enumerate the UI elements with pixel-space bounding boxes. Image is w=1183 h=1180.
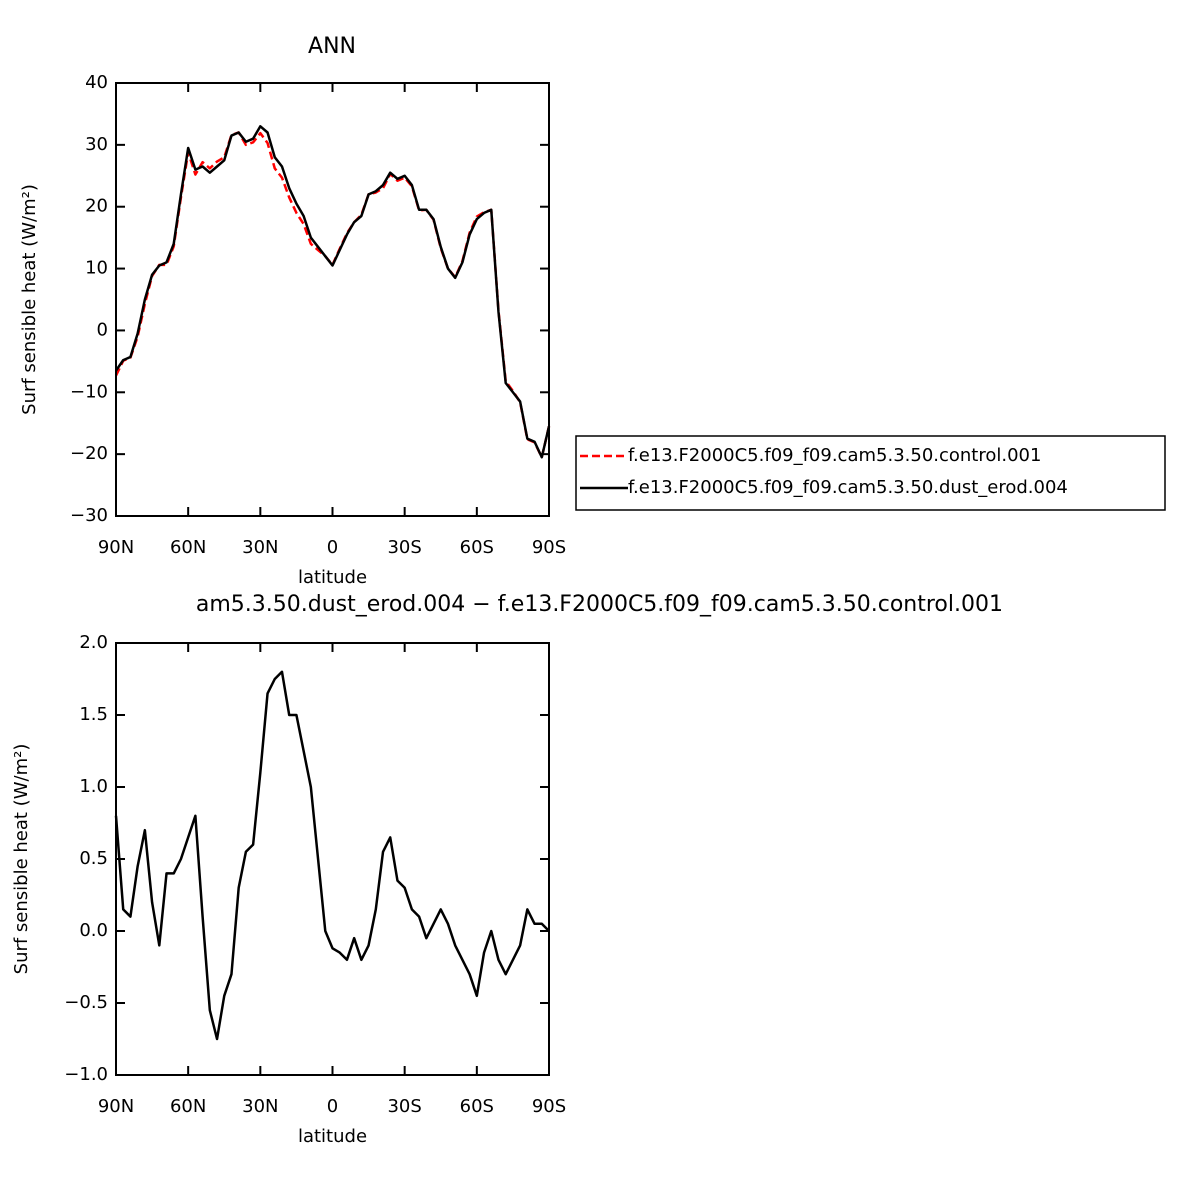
chart-title: ANN xyxy=(308,34,356,59)
y-tick-label: 0.5 xyxy=(79,848,108,869)
x-tick-label: 60N xyxy=(170,537,206,558)
y-tick-label: 20 xyxy=(85,196,108,217)
y-tick-label: −20 xyxy=(70,443,108,464)
x-tick-label: 90S xyxy=(532,1096,566,1117)
x-tick-label: 90N xyxy=(98,537,134,558)
x-tick-label: 60N xyxy=(170,1096,206,1117)
x-tick-label: 30S xyxy=(387,537,421,558)
data-line xyxy=(114,131,551,459)
data-line xyxy=(114,670,550,1041)
x-axis-label: latitude xyxy=(298,567,367,588)
y-axis-label: Surf sensible heat (W/m²) xyxy=(19,184,40,415)
y-tick-label: 1.0 xyxy=(79,776,108,797)
y-tick-label: −30 xyxy=(70,505,108,526)
legend-box xyxy=(575,435,1166,511)
data-line xyxy=(114,125,551,459)
x-tick-label: 30S xyxy=(387,1096,421,1117)
y-tick-label: 2.0 xyxy=(79,632,108,653)
y-axis-label: Surf sensible heat (W/m²) xyxy=(11,744,32,975)
y-tick-label: −10 xyxy=(70,381,108,402)
y-tick-label: 40 xyxy=(85,72,108,93)
x-tick-label: 90S xyxy=(532,537,566,558)
y-tick-label: 0 xyxy=(97,319,108,340)
y-tick-label: −0.5 xyxy=(64,992,108,1013)
y-tick-label: 1.5 xyxy=(79,704,108,725)
x-tick-label: 30N xyxy=(242,537,278,558)
x-axis-label: latitude xyxy=(298,1126,367,1147)
chart-title: am5.3.50.dust_erod.004 − f.e13.F2000C5.f… xyxy=(196,592,1003,617)
x-tick-label: 30N xyxy=(242,1096,278,1117)
x-tick-label: 60S xyxy=(460,1096,494,1117)
x-tick-label: 90N xyxy=(98,1096,134,1117)
x-tick-label: 60S xyxy=(460,537,494,558)
plot-frame xyxy=(115,82,550,517)
x-tick-label: 0 xyxy=(327,1096,338,1117)
y-tick-label: 10 xyxy=(85,258,108,279)
y-tick-label: 30 xyxy=(85,134,108,155)
legend-label: f.e13.F2000C5.f09_f09.cam5.3.50.control.… xyxy=(628,445,1041,466)
y-tick-label: −1.0 xyxy=(64,1064,108,1085)
y-tick-label: 0.0 xyxy=(79,920,108,941)
legend-label: f.e13.F2000C5.f09_f09.cam5.3.50.dust_ero… xyxy=(628,477,1068,498)
x-tick-label: 0 xyxy=(327,537,338,558)
